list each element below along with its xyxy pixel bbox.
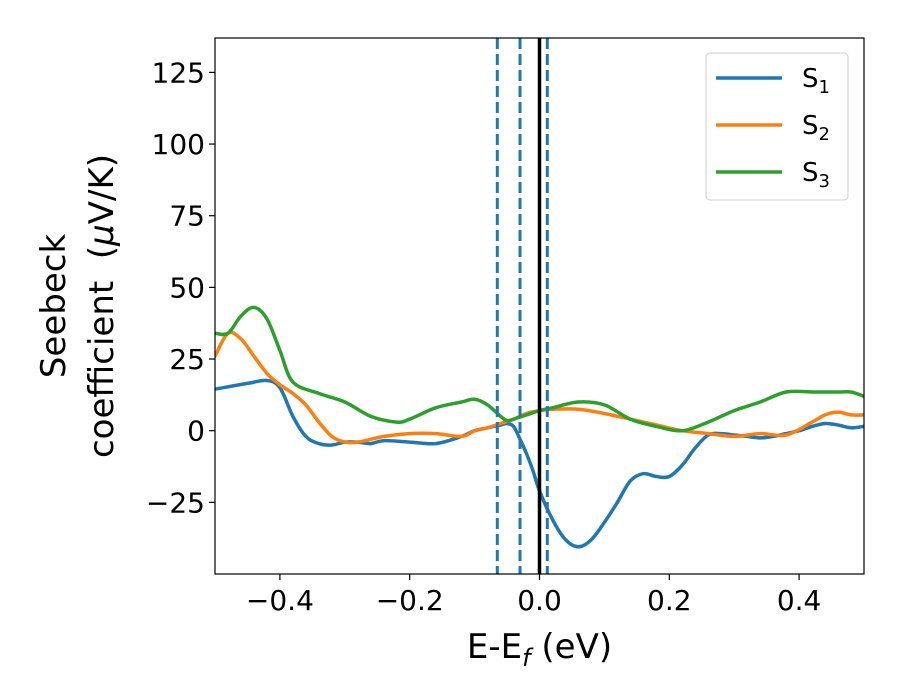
series-line-s3	[215, 305, 864, 433]
y-tick-label: 0	[187, 415, 205, 448]
legend: S1 S2 S3	[705, 52, 849, 201]
y-tick-label: 125	[152, 56, 205, 89]
y-axis-label-line2: coefficient (μV/K)	[82, 154, 122, 458]
vertical-markers	[495, 38, 549, 574]
x-tick-label: 0.4	[777, 584, 822, 617]
y-tick-label: 25	[169, 343, 205, 376]
series-line-s2	[215, 330, 864, 445]
legend-label-s2: S2	[802, 111, 830, 145]
legend-label-s1: S1	[802, 64, 830, 98]
legend-label-s3: S3	[802, 158, 830, 192]
y-tick-label: 100	[152, 128, 205, 161]
x-tick-label: 0.0	[517, 584, 562, 617]
x-tick-label: 0.2	[647, 584, 692, 617]
y-tick-label: 75	[169, 200, 205, 233]
x-axis-label: E-Ef (eV)	[467, 627, 612, 672]
y-axis-ticks: −25 0 25 50 75 100 125	[146, 56, 215, 519]
legend-items: S1 S2 S3	[716, 64, 830, 192]
x-tick-label: −0.2	[376, 584, 444, 617]
y-tick-label: 50	[169, 271, 205, 304]
x-axis-label-main: E-E	[467, 627, 522, 667]
y-axis-label-post: V/K)	[82, 154, 122, 224]
x-axis-label-unit: (eV)	[531, 627, 613, 667]
x-axis-ticks: −0.4 −0.2 0.0 0.2 0.4	[246, 574, 821, 617]
y-axis-label-mu: μ	[82, 224, 122, 247]
y-axis-label-line1: Seebeck	[34, 234, 74, 379]
y-tick-label: −25	[146, 486, 205, 519]
y-axis-label-pre: coefficient (	[82, 246, 122, 458]
x-tick-label: −0.4	[246, 584, 314, 617]
series-layer	[215, 305, 864, 549]
